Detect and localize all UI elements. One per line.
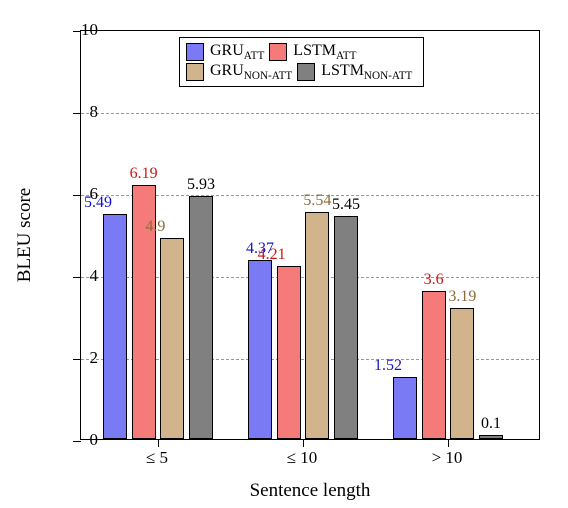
bar-label-gru_att: 5.49 — [84, 194, 112, 212]
x-axis-label: Sentence length — [250, 480, 371, 502]
y-tick-label: 0 — [90, 430, 99, 450]
bar-label-gru_non: 3.19 — [448, 288, 476, 306]
y-tick — [73, 31, 81, 32]
bar-label-gru_non: 4.9 — [145, 218, 165, 236]
legend-item-lstm_non: LSTMNON-ATT — [297, 62, 412, 82]
bar-label-lstm_non: 5.93 — [187, 176, 215, 194]
bar-gru_non — [450, 308, 474, 439]
bar-gru_att — [248, 260, 272, 439]
legend-label: LSTMNON-ATT — [321, 62, 412, 82]
bar-gru_non — [305, 212, 329, 439]
bar-label-lstm_non: 0.1 — [481, 415, 501, 433]
bar-lstm_non — [334, 216, 358, 439]
legend-swatch — [269, 43, 287, 61]
legend-item-gru_att: GRUATT — [186, 42, 264, 62]
bar-lstm_att — [422, 291, 446, 439]
bar-label-gru_non: 5.54 — [303, 192, 331, 210]
gridline — [81, 113, 539, 114]
x-tick — [448, 439, 449, 447]
bar-label-lstm_non: 5.45 — [332, 196, 360, 214]
bar-gru_att — [103, 214, 127, 439]
x-tick — [303, 439, 304, 447]
bar-lstm_non — [479, 435, 503, 439]
bar-gru_att — [393, 377, 417, 439]
legend-label: GRUATT — [210, 42, 264, 62]
bar-label-lstm_att: 4.21 — [258, 246, 286, 264]
legend-label: GRUNON-ATT — [210, 62, 292, 82]
chart-plot-area: 5.496.194.95.934.374.215.545.451.523.63.… — [80, 30, 540, 440]
bar-label-lstm_att: 6.19 — [130, 165, 158, 183]
y-tick-label: 2 — [90, 348, 99, 368]
legend-swatch — [297, 63, 315, 81]
x-tick-label: ≤ 10 — [287, 448, 318, 468]
legend-swatch — [186, 43, 204, 61]
y-tick — [73, 277, 81, 278]
y-tick-label: 10 — [81, 20, 98, 40]
x-tick — [158, 439, 159, 447]
legend-item-gru_non: GRUNON-ATT — [186, 62, 292, 82]
bar-lstm_non — [189, 196, 213, 439]
legend-item-lstm_att: LSTMATT — [269, 42, 356, 62]
bar-gru_non — [160, 238, 184, 439]
y-tick — [73, 113, 81, 114]
x-tick-label: ≤ 5 — [146, 448, 168, 468]
y-tick-label: 8 — [90, 102, 99, 122]
legend-swatch — [186, 63, 204, 81]
x-tick-label: > 10 — [432, 448, 463, 468]
y-axis-label: BLEU score — [14, 188, 36, 282]
legend: GRUATT LSTMATTGRUNON-ATT LSTMNON-ATT — [179, 37, 424, 87]
y-tick-label: 4 — [90, 266, 99, 286]
y-tick-label: 6 — [90, 184, 99, 204]
y-tick — [73, 359, 81, 360]
legend-label: LSTMATT — [293, 42, 356, 62]
bar-lstm_att — [277, 266, 301, 439]
bar-label-gru_att: 1.52 — [374, 357, 402, 375]
y-tick — [73, 441, 81, 442]
bar-label-lstm_att: 3.6 — [424, 271, 444, 289]
y-tick — [73, 195, 81, 196]
